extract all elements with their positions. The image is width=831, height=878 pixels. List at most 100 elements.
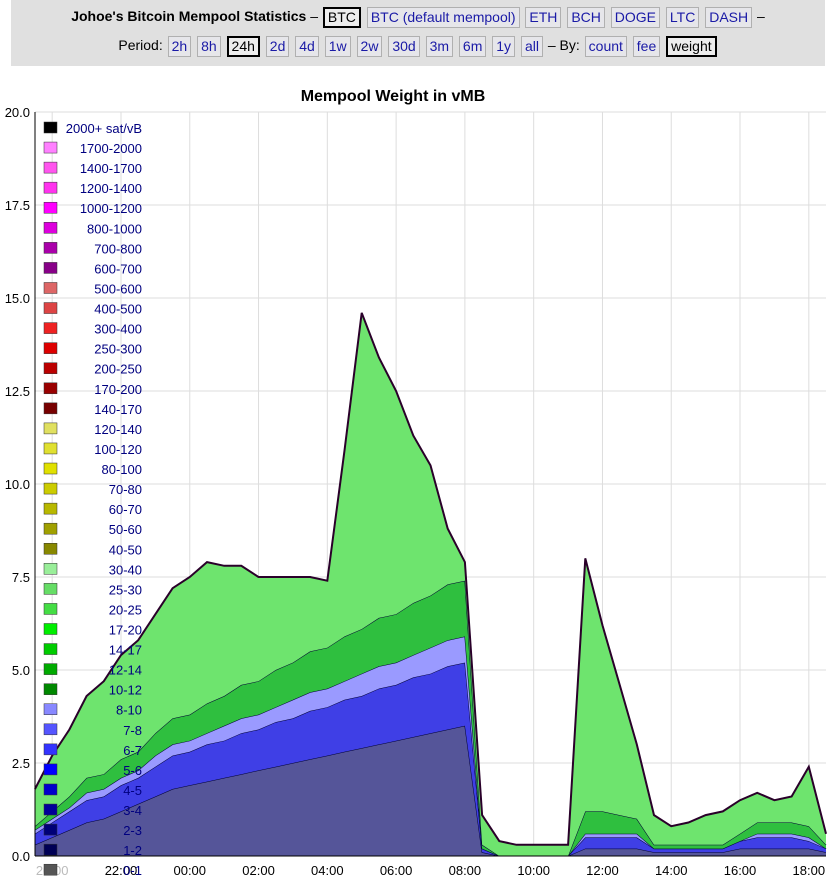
stats-header: Johoe's Bitcoin Mempool Statistics – BTC… xyxy=(11,0,825,66)
legend-swatch xyxy=(43,863,58,876)
legend-swatch xyxy=(43,422,58,435)
legend-label: 600-700 xyxy=(94,261,142,276)
period-button-1w[interactable]: 1w xyxy=(324,36,351,57)
area-series-1-8 xyxy=(35,662,826,856)
legend-swatch xyxy=(43,743,58,756)
legend-swatch xyxy=(43,462,58,475)
legend-swatch xyxy=(43,583,58,595)
legend-swatch xyxy=(43,803,58,816)
legend-label: 20-25 xyxy=(109,602,142,617)
legend-swatch xyxy=(43,823,58,836)
legend-label: 170-200 xyxy=(94,382,142,397)
legend-label: 12-14 xyxy=(109,663,142,678)
legend-swatch xyxy=(43,302,58,314)
coin-button-doge[interactable]: DOGE xyxy=(610,7,660,28)
y-tick-label: 12.5 xyxy=(5,384,30,399)
stacked-areas xyxy=(34,312,827,857)
coin-row: Johoe's Bitcoin Mempool Statistics – BTC… xyxy=(11,7,825,28)
coin-row-dash: – xyxy=(757,8,765,25)
period-button-1y[interactable]: 1y xyxy=(492,36,516,57)
legend-label: 300-400 xyxy=(94,322,142,337)
coin-button-dash[interactable]: DASH xyxy=(705,7,753,28)
period-button-6m[interactable]: 6m xyxy=(458,36,487,57)
legend-label: 1-2 xyxy=(123,843,142,858)
by-label: – By: xyxy=(547,37,580,54)
period-button-30d[interactable]: 30d xyxy=(388,36,420,57)
period-button-24h[interactable]: 24h xyxy=(226,36,260,57)
legend-label: 50-60 xyxy=(109,522,142,537)
by-button-weight[interactable]: weight xyxy=(666,36,717,57)
legend-label: 500-600 xyxy=(94,281,142,296)
y-tick-label: 2.5 xyxy=(12,756,30,771)
legend-swatch xyxy=(43,141,58,154)
period-button-2d[interactable]: 2d xyxy=(265,36,290,57)
period-button-3m[interactable]: 3m xyxy=(425,36,454,57)
area-series-8-10 xyxy=(35,636,826,856)
chart-title: Mempool Weight in vMB xyxy=(301,88,486,105)
coin-button-bch[interactable]: BCH xyxy=(567,7,605,28)
y-tick-label: 15.0 xyxy=(5,291,30,306)
legend-swatch xyxy=(43,442,58,455)
legend-swatch xyxy=(43,282,58,294)
legend-label: 6-7 xyxy=(123,743,142,758)
y-tick-label: 5.0 xyxy=(12,663,30,678)
legend-label: 0-1 xyxy=(123,863,142,878)
legend-swatch xyxy=(43,502,58,515)
coin-button-btc[interactable]: BTC xyxy=(322,7,361,28)
legend-label: 1000-1200 xyxy=(80,201,142,216)
period-button-4d[interactable]: 4d xyxy=(295,36,319,57)
legend-label: 60-70 xyxy=(109,502,142,517)
period-label: Period: xyxy=(118,37,163,54)
legend-swatch xyxy=(43,242,58,254)
x-tick-label: 02:00 xyxy=(242,863,275,878)
legend-label: 100-120 xyxy=(94,442,142,457)
legend-label: 200-250 xyxy=(94,362,142,377)
legend-label: 250-300 xyxy=(94,342,142,357)
period-button-all[interactable]: all xyxy=(520,36,543,57)
legend-label: 25-30 xyxy=(109,582,142,597)
legend-swatch xyxy=(43,362,58,374)
period-row: Period: 2h 8h 24h 2d 4d 1w 2w 30d 3m 6m … xyxy=(11,36,825,57)
legend-label: 700-800 xyxy=(94,241,142,256)
legend-swatch xyxy=(43,382,58,395)
legend-swatch xyxy=(43,703,58,715)
legend-swatch xyxy=(43,522,58,535)
legend-label: 80-100 xyxy=(102,462,142,477)
title-dash: – xyxy=(310,8,319,25)
legend-label: 8-10 xyxy=(116,703,142,718)
legend-label: 30-40 xyxy=(109,562,142,577)
x-tick-label: 16:00 xyxy=(724,863,757,878)
legend-swatch xyxy=(43,843,58,856)
mempool-weight-chart: Mempool Weight in vMB 0.0 2.5 5.0 7.5 10.0 12… xyxy=(5,88,827,878)
legend-label: 10-12 xyxy=(109,683,142,698)
legend-label: 5-6 xyxy=(123,763,142,778)
legend-swatch xyxy=(43,563,58,575)
coin-button-eth[interactable]: ETH xyxy=(525,7,562,28)
legend-label: 2-3 xyxy=(123,823,142,838)
legend-swatch xyxy=(43,643,58,655)
legend-swatch xyxy=(43,783,58,796)
legend: 2000+ sat/vB 1700-2000 1400-1700 1200-1400 1… xyxy=(43,121,142,878)
area-series-0-1 xyxy=(35,725,826,856)
coin-button-ltc[interactable]: LTC xyxy=(665,7,700,28)
legend-label: 70-80 xyxy=(109,482,142,497)
period-button-8h[interactable]: 8h xyxy=(197,36,221,57)
legend-label: 1400-1700 xyxy=(80,161,142,176)
legend-swatch xyxy=(43,623,58,635)
legend-label: 4-5 xyxy=(123,783,142,798)
y-tick-label: 0.0 xyxy=(12,849,30,864)
period-button-2w[interactable]: 2w xyxy=(356,36,383,57)
coin-button-btc-default[interactable]: BTC (default mempool) xyxy=(366,7,520,28)
legend-label: 17-20 xyxy=(109,623,142,638)
legend-label: 14-17 xyxy=(109,643,142,658)
y-tick-label: 10.0 xyxy=(5,477,30,492)
legend-label: 1200-1400 xyxy=(80,181,142,196)
legend-swatch xyxy=(43,402,58,415)
by-button-count[interactable]: count xyxy=(584,36,627,57)
x-tick-label: 22:00 xyxy=(105,863,138,878)
area-series-30-40 xyxy=(35,312,826,856)
by-button-fee[interactable]: fee xyxy=(632,36,661,57)
period-button-2h[interactable]: 2h xyxy=(167,36,192,57)
legend-swatch xyxy=(43,603,58,615)
legend-swatch xyxy=(43,663,58,675)
